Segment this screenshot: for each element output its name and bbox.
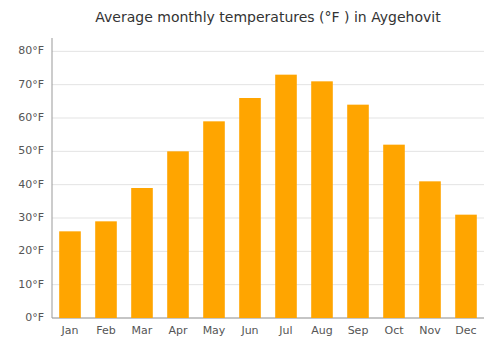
bar [311, 81, 333, 318]
grid-line [52, 151, 484, 152]
bar [275, 75, 297, 318]
x-tick-label: Feb [96, 324, 115, 337]
title: Average monthly temperatures (°F ) in Ay… [95, 9, 441, 25]
bar [239, 98, 261, 318]
y-tick-label: 50°F [18, 144, 44, 157]
x-tick-label: May [203, 324, 226, 337]
y-axis-line [52, 38, 53, 318]
y-tick-label: 30°F [18, 211, 44, 224]
grid-line [52, 51, 484, 52]
grid [52, 51, 484, 318]
bar [59, 231, 81, 318]
page: {"chart_data": {"type": "bar", "title": … [0, 0, 500, 350]
x-tick-label: Dec [455, 324, 476, 337]
y-axis: 0°F 10°F 20°F 30°F 40°F 50°F 60°F 70°F 80°F [18, 38, 52, 324]
y-tick-label: 40°F [18, 178, 44, 191]
x-tick-label: Jul [278, 324, 292, 337]
chart-container: 0°F 10°F 20°F 30°F 40°F 50°F 60°F 70°F 80°F Jan Fe… [0, 0, 500, 350]
bar [203, 121, 225, 318]
bars [59, 75, 477, 318]
bar [419, 181, 441, 318]
y-tick-label: 70°F [18, 78, 44, 91]
chart-svg: 0°F 10°F 20°F 30°F 40°F 50°F 60°F 70°F 80°F Jan Fe… [0, 0, 500, 350]
bar [167, 151, 189, 318]
bar [455, 215, 477, 318]
x-tick-label: Nov [419, 324, 441, 337]
x-tick-label: Jun [240, 324, 258, 337]
x-tick-label: Aug [311, 324, 332, 337]
y-tick-label: 80°F [18, 44, 44, 57]
x-tick-label: Oct [384, 324, 404, 337]
y-tick-label: 60°F [18, 111, 44, 124]
x-tick-label: Jan [61, 324, 79, 337]
bar [95, 221, 117, 318]
y-tick-label: 10°F [18, 278, 44, 291]
x-tick-label: Mar [132, 324, 153, 337]
y-tick-label: 0°F [25, 311, 44, 324]
grid-line [52, 84, 484, 85]
bar [347, 105, 369, 318]
bar [131, 188, 153, 318]
x-axis: Jan Feb Mar Apr May Jun Jul Aug Sep Oct Nov Dec [61, 324, 477, 337]
x-tick-label: Sep [348, 324, 369, 337]
grid-line [52, 118, 484, 119]
y-tick-label: 20°F [18, 244, 44, 257]
bar [383, 145, 405, 318]
x-tick-label: Apr [168, 324, 188, 337]
